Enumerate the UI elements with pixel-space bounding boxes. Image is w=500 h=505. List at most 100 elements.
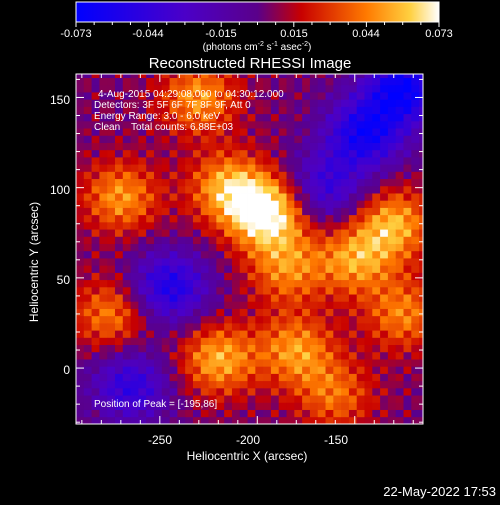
- heatmap-cell: [411, 243, 420, 252]
- heatmap-cell: [231, 185, 241, 194]
- heatmap-cell: [130, 402, 139, 410]
- heatmap-cell: [380, 308, 389, 317]
- heatmap-cell: [114, 315, 124, 324]
- heatmap-cell: [411, 373, 420, 382]
- heatmap-cell: [177, 113, 186, 122]
- heatmap-cell: [216, 330, 225, 338]
- heatmap-cell: [169, 402, 178, 410]
- heatmap-cell: [169, 229, 178, 237]
- heatmap-cell: [286, 395, 295, 403]
- heatmap-cell: [138, 243, 147, 252]
- heatmap-cell: [239, 106, 248, 115]
- heatmap-cell: [153, 128, 163, 136]
- heatmap-cell: [83, 416, 92, 424]
- heatmap-cell: [239, 344, 248, 353]
- colorbar-tick-label: -0.073: [60, 28, 91, 40]
- heatmap-cell: [83, 373, 92, 382]
- heatmap-cell: [419, 330, 423, 338]
- heatmap-cell: [356, 113, 365, 122]
- heatmap-cell: [278, 416, 287, 424]
- heatmap-cell: [372, 128, 381, 136]
- heatmap-cell: [76, 387, 85, 396]
- heatmap-cell: [317, 74, 326, 79]
- heatmap-cell: [263, 258, 272, 266]
- heatmap-cell: [395, 120, 404, 129]
- heatmap-cell: [239, 416, 248, 424]
- heatmap-cell: [325, 120, 334, 129]
- heatmap-cell: [239, 322, 248, 331]
- heatmap-cell: [247, 315, 256, 324]
- heatmap-cell: [216, 402, 225, 410]
- heatmap-cell: [239, 77, 248, 86]
- heatmap-cell: [169, 286, 178, 295]
- heatmap-cell: [380, 74, 389, 79]
- heatmap-cell: [247, 359, 256, 367]
- heatmap-cell: [302, 380, 311, 389]
- heatmap-cell: [224, 142, 233, 151]
- heatmap-cell: [130, 135, 139, 143]
- heatmap-cell: [309, 221, 319, 230]
- heatmap-cell: [83, 84, 92, 93]
- heatmap-cell: [302, 258, 311, 266]
- heatmap-cell: [263, 214, 272, 223]
- heatmap-cell: [255, 135, 264, 143]
- heatmap-cell: [161, 322, 170, 331]
- heatmap-cell: [302, 92, 311, 100]
- heatmap-cell: [208, 265, 217, 273]
- heatmap-cell: [294, 99, 303, 107]
- heatmap-cell: [177, 322, 186, 331]
- heatmap-cell: [130, 128, 139, 136]
- heatmap-cell: [278, 308, 287, 317]
- heatmap-cell: [263, 106, 272, 115]
- heatmap-cell: [216, 164, 225, 172]
- heatmap-cell: [91, 99, 100, 107]
- heatmap-cell: [177, 258, 186, 266]
- heatmap-cell: [76, 149, 85, 158]
- heatmap-cell: [99, 178, 108, 187]
- heatmap-cell: [107, 322, 116, 331]
- heatmap-cell: [177, 279, 186, 288]
- heatmap-cell: [411, 178, 420, 187]
- heatmap-cell: [130, 185, 139, 194]
- heatmap-cell: [372, 315, 381, 324]
- heatmap-cell: [247, 330, 256, 338]
- heatmap-cell: [286, 92, 295, 100]
- heatmap-cell: [278, 92, 287, 100]
- heatmap-cell: [403, 84, 412, 93]
- heatmap-cell: [169, 315, 178, 324]
- heatmap-cell: [263, 344, 272, 353]
- heatmap-cell: [169, 92, 178, 100]
- heatmap-cell: [348, 84, 358, 93]
- heatmap-cell: [138, 92, 147, 100]
- heatmap-cell: [231, 330, 241, 338]
- heatmap-cell: [99, 402, 108, 410]
- heatmap-cell: [302, 171, 311, 180]
- heatmap-cell: [239, 315, 248, 324]
- heatmap-cell: [122, 92, 131, 100]
- heatmap-cell: [83, 402, 92, 410]
- heatmap-cell: [185, 380, 194, 389]
- heatmap-cell: [239, 337, 248, 346]
- heatmap-cell: [302, 308, 311, 317]
- heatmap-cell: [286, 387, 295, 396]
- heatmap-cell: [107, 156, 116, 165]
- heatmap-cell: [325, 286, 334, 295]
- heatmap-cell: [317, 185, 326, 194]
- heatmap-cell: [177, 92, 186, 100]
- heatmap-cell: [403, 265, 412, 273]
- heatmap-cell: [169, 200, 178, 208]
- heatmap-cell: [364, 279, 373, 288]
- heatmap-cell: [278, 265, 287, 273]
- heatmap-cell: [130, 351, 139, 360]
- heatmap-cell: [161, 402, 170, 410]
- heatmap-cell: [348, 185, 358, 194]
- heatmap-cell: [294, 207, 303, 216]
- heatmap-cell: [185, 135, 194, 143]
- heatmap-cell: [263, 250, 272, 259]
- heatmap-cell: [169, 359, 178, 367]
- heatmap-cell: [419, 402, 423, 410]
- heatmap-cell: [114, 207, 124, 216]
- heatmap-cell: [91, 387, 100, 396]
- heatmap-cell: [231, 308, 241, 317]
- heatmap-cell: [130, 77, 139, 86]
